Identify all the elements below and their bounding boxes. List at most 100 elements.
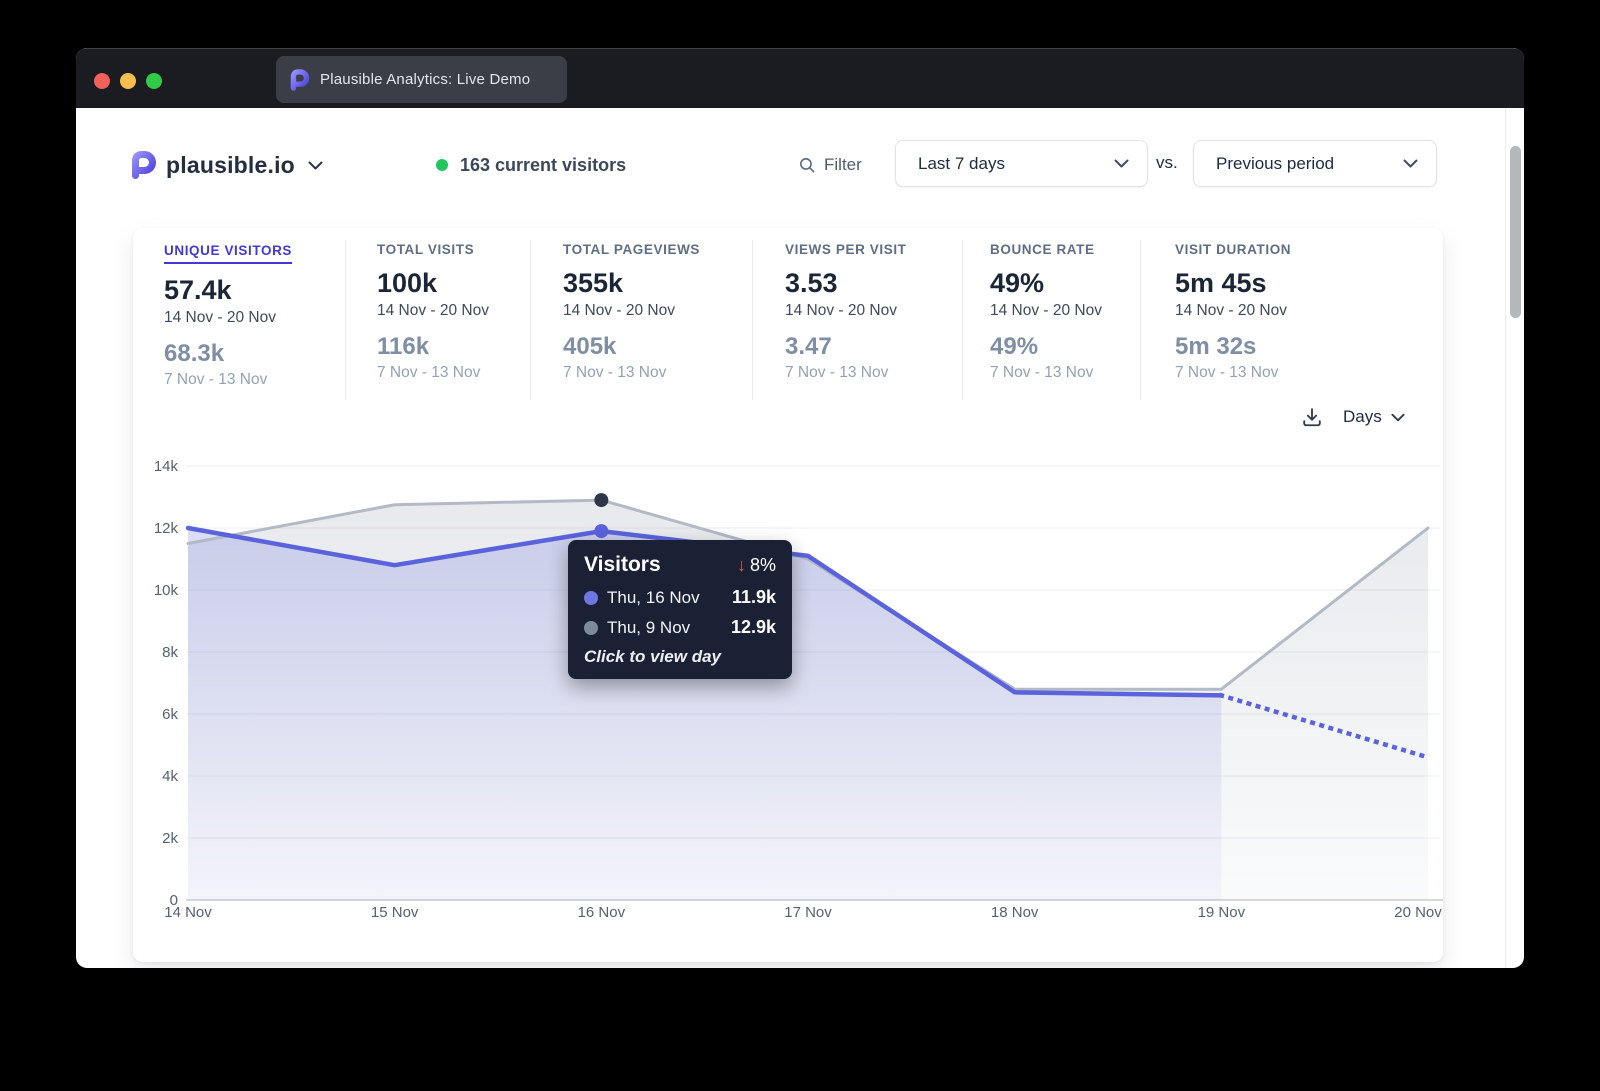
y-tick-label: 14k	[154, 458, 179, 475]
y-tick-label: 0	[170, 892, 178, 909]
stat-period: 14 Nov - 20 Nov	[990, 302, 1102, 319]
stat-period: 14 Nov - 20 Nov	[164, 309, 276, 326]
chart-axis-labels: 0 2k 4k 6k 8k 10k 12k 14k 14 Nov 15 Nov 16 Nov 17 N…	[154, 458, 1442, 921]
close-window-button[interactable]	[94, 73, 110, 89]
stat-value: 355k	[563, 268, 624, 298]
stat-prev-value: 116k	[377, 333, 430, 360]
y-tick-label: 4k	[162, 768, 178, 785]
current-period-marker-dot	[594, 524, 609, 539]
tooltip-row-value: 11.9k	[731, 587, 776, 607]
stat-prev-period: 7 Nov - 13 Nov	[785, 364, 889, 381]
x-tick-label: 15 Nov	[371, 904, 419, 921]
stat-prev-period: 7 Nov - 13 Nov	[377, 364, 481, 381]
current-visitors[interactable]: 163 current visitors	[436, 144, 626, 186]
x-tick-label: 16 Nov	[578, 904, 626, 921]
vs-label: vs.	[1156, 153, 1178, 172]
date-range-select[interactable]: Last 7 days	[895, 140, 1148, 187]
y-tick-label: 8k	[162, 644, 178, 661]
stat-prev-value: 5m 32s	[1175, 333, 1257, 360]
stat-period: 14 Nov - 20 Nov	[377, 302, 489, 319]
plausible-logo-icon	[131, 151, 157, 179]
down-arrow-icon: ↓	[736, 554, 746, 575]
stat-prev-period: 7 Nov - 13 Nov	[164, 371, 268, 388]
y-tick-label: 2k	[162, 830, 178, 847]
stat-divider	[1140, 240, 1141, 400]
chevron-down-icon	[1391, 413, 1405, 422]
stat-value: 5m 45s	[1175, 268, 1267, 298]
live-dot-icon	[436, 159, 448, 171]
tooltip-row-label: Thu, 16 Nov	[607, 587, 700, 607]
stat-prev-value: 68.3k	[164, 340, 225, 367]
stat-divider	[345, 240, 346, 400]
download-icon[interactable]	[1301, 406, 1323, 428]
stat-value: 100k	[377, 268, 438, 298]
chart-tooltip: Visitors ↓ 8% Thu, 16 Nov 11.9k Thu, 9 N…	[568, 540, 792, 679]
filter-button[interactable]: Filter	[798, 146, 862, 184]
stat-value: 57.4k	[164, 275, 232, 305]
previous-period-marker-dot	[594, 493, 609, 508]
tooltip-change-value: 8%	[749, 554, 776, 575]
comparison-value: Previous period	[1216, 153, 1335, 173]
tooltip-footer: Click to view day	[584, 647, 721, 666]
x-tick-label: 19 Nov	[1198, 904, 1246, 921]
chevron-down-icon	[1403, 159, 1418, 168]
stat-label: TOTAL VISITS	[377, 242, 475, 257]
scrollbar-thumb[interactable]	[1510, 146, 1521, 318]
stat-value: 3.53	[785, 268, 838, 298]
stats-card: UNIQUE VISITORS 57.4k 14 Nov - 20 Nov 68…	[133, 228, 1443, 962]
scrollbar-track-divider	[1505, 108, 1506, 968]
browser-window: Plausible Analytics: Live Demo plausible…	[76, 48, 1524, 968]
stat-period: 14 Nov - 20 Nov	[785, 302, 897, 319]
browser-titlebar: Plausible Analytics: Live Demo	[76, 48, 1524, 108]
stat-prev-value: 49%	[990, 333, 1039, 360]
filter-label: Filter	[824, 155, 862, 174]
zoom-window-button[interactable]	[146, 73, 162, 89]
stat-label: UNIQUE VISITORS	[164, 243, 293, 264]
chevron-down-icon	[1114, 159, 1129, 168]
stat-visit-duration[interactable]: VISIT DURATION 5m 45s 14 Nov - 20 Nov 5m…	[1175, 242, 1291, 382]
stat-label: TOTAL PAGEVIEWS	[563, 242, 701, 257]
current-period-incomplete-line	[1218, 692, 1431, 761]
comparison-select[interactable]: Previous period	[1193, 140, 1437, 187]
stat-prev-period: 7 Nov - 13 Nov	[563, 364, 667, 381]
stat-prev-period: 7 Nov - 13 Nov	[990, 364, 1094, 381]
tab-title: Plausible Analytics: Live Demo	[320, 71, 531, 88]
tooltip-row-previous: Thu, 9 Nov 12.9k	[584, 617, 776, 638]
current-series-dot-icon	[584, 590, 598, 605]
stat-prev-value: 3.47	[785, 333, 832, 360]
previous-period-line	[186, 498, 1430, 691]
current-visitors-label: 163 current visitors	[460, 154, 627, 175]
stat-divider	[530, 240, 531, 400]
visitors-chart[interactable]: 0 2k 4k 6k 8k 10k 12k 14k 14 Nov 15 Nov 16 Nov 17 N…	[133, 428, 1443, 948]
tooltip-row-current: Thu, 16 Nov 11.9k	[584, 587, 776, 608]
stat-unique-visitors[interactable]: UNIQUE VISITORS 57.4k 14 Nov - 20 Nov 68…	[164, 242, 293, 389]
interval-select[interactable]: Days	[1343, 407, 1405, 427]
previous-series-dot-icon	[584, 620, 598, 635]
tooltip-title: Visitors	[584, 553, 661, 576]
stat-label: VIEWS PER VISIT	[785, 242, 907, 257]
stat-prev-value: 405k	[563, 333, 617, 360]
stat-total-visits[interactable]: TOTAL VISITS 100k 14 Nov - 20 Nov 116k 7…	[377, 242, 489, 382]
y-tick-label: 10k	[154, 582, 179, 599]
y-tick-label: 6k	[162, 706, 178, 723]
tooltip-row-label: Thu, 9 Nov	[607, 617, 691, 637]
stat-period: 14 Nov - 20 Nov	[563, 302, 675, 319]
current-period-area	[188, 528, 1222, 900]
x-tick-label: 18 Nov	[991, 904, 1039, 921]
browser-tab[interactable]: Plausible Analytics: Live Demo	[276, 56, 567, 103]
stat-divider	[962, 240, 963, 400]
stat-divider	[752, 240, 753, 400]
stat-views-per-visit[interactable]: VIEWS PER VISIT 3.53 14 Nov - 20 Nov 3.4…	[785, 242, 907, 382]
stat-label: VISIT DURATION	[1175, 242, 1292, 257]
plausible-favicon-icon	[290, 68, 310, 91]
stat-label: BOUNCE RATE	[990, 242, 1095, 257]
y-tick-label: 12k	[154, 520, 179, 537]
stat-total-pageviews[interactable]: TOTAL PAGEVIEWS 355k 14 Nov - 20 Nov 405…	[563, 242, 700, 382]
stat-bounce-rate[interactable]: BOUNCE RATE 49% 14 Nov - 20 Nov 49% 7 No…	[990, 242, 1102, 382]
site-switcher[interactable]: plausible.io	[131, 144, 323, 186]
minimize-window-button[interactable]	[120, 73, 136, 89]
stat-prev-period: 7 Nov - 13 Nov	[1175, 364, 1279, 381]
stat-period: 14 Nov - 20 Nov	[1175, 302, 1287, 319]
site-name: plausible.io	[166, 151, 295, 178]
